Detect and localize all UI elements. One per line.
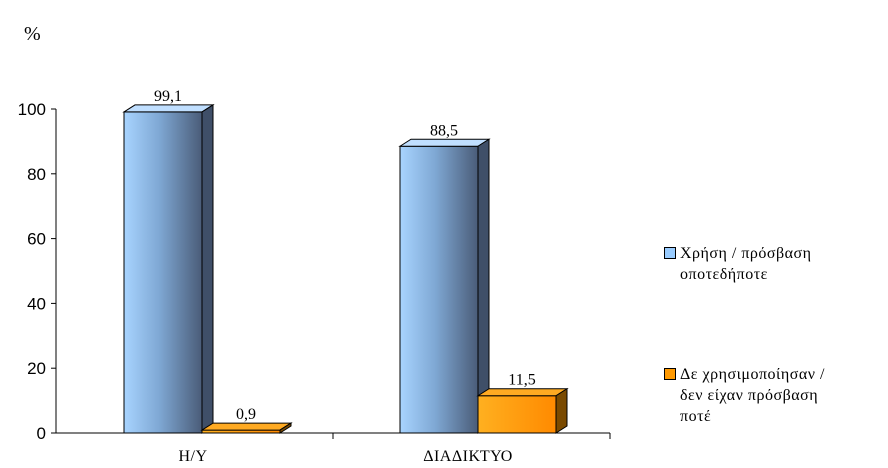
bar-top — [200, 422, 293, 431]
legend-swatch-orange — [664, 368, 676, 380]
bar-top — [122, 104, 215, 113]
bar — [398, 138, 491, 434]
y-tick-label: 60 — [27, 230, 46, 249]
legend-label: Δε χρησιμοποίησαν / δεν είχαν πρόσβαση π… — [680, 366, 825, 425]
bar-front — [399, 145, 479, 434]
y-tick-label: 80 — [27, 165, 46, 184]
data-label: 88,5 — [430, 122, 458, 139]
y-tick-label: 100 — [18, 100, 46, 119]
y-tick-label: 0 — [37, 424, 46, 443]
y-tick-label: 20 — [27, 359, 46, 378]
x-tick-label: Η/Υ — [178, 448, 207, 465]
y-axis-unit-label: % — [24, 23, 41, 45]
bar-top — [476, 388, 569, 397]
data-label: 99,1 — [154, 88, 182, 105]
x-tick-label: ΔΙΑΔΙΚΤΥΟ — [423, 448, 513, 465]
bar-front — [123, 111, 203, 434]
bar — [200, 422, 293, 434]
bar-side — [477, 138, 490, 434]
bar-top — [398, 138, 491, 147]
bar-side — [279, 422, 292, 434]
bar — [476, 387, 569, 434]
data-label: 0,9 — [236, 406, 256, 423]
legend-swatch-blue — [664, 247, 676, 259]
bar-front — [477, 395, 557, 434]
bar-side — [555, 387, 568, 434]
y-tick-label: 40 — [27, 294, 46, 313]
data-label: 11,5 — [508, 372, 535, 389]
bar — [122, 104, 215, 434]
legend-label: Χρήση / πρόσβαση οποτεδήποτε — [680, 245, 812, 283]
bar-side — [201, 104, 214, 434]
